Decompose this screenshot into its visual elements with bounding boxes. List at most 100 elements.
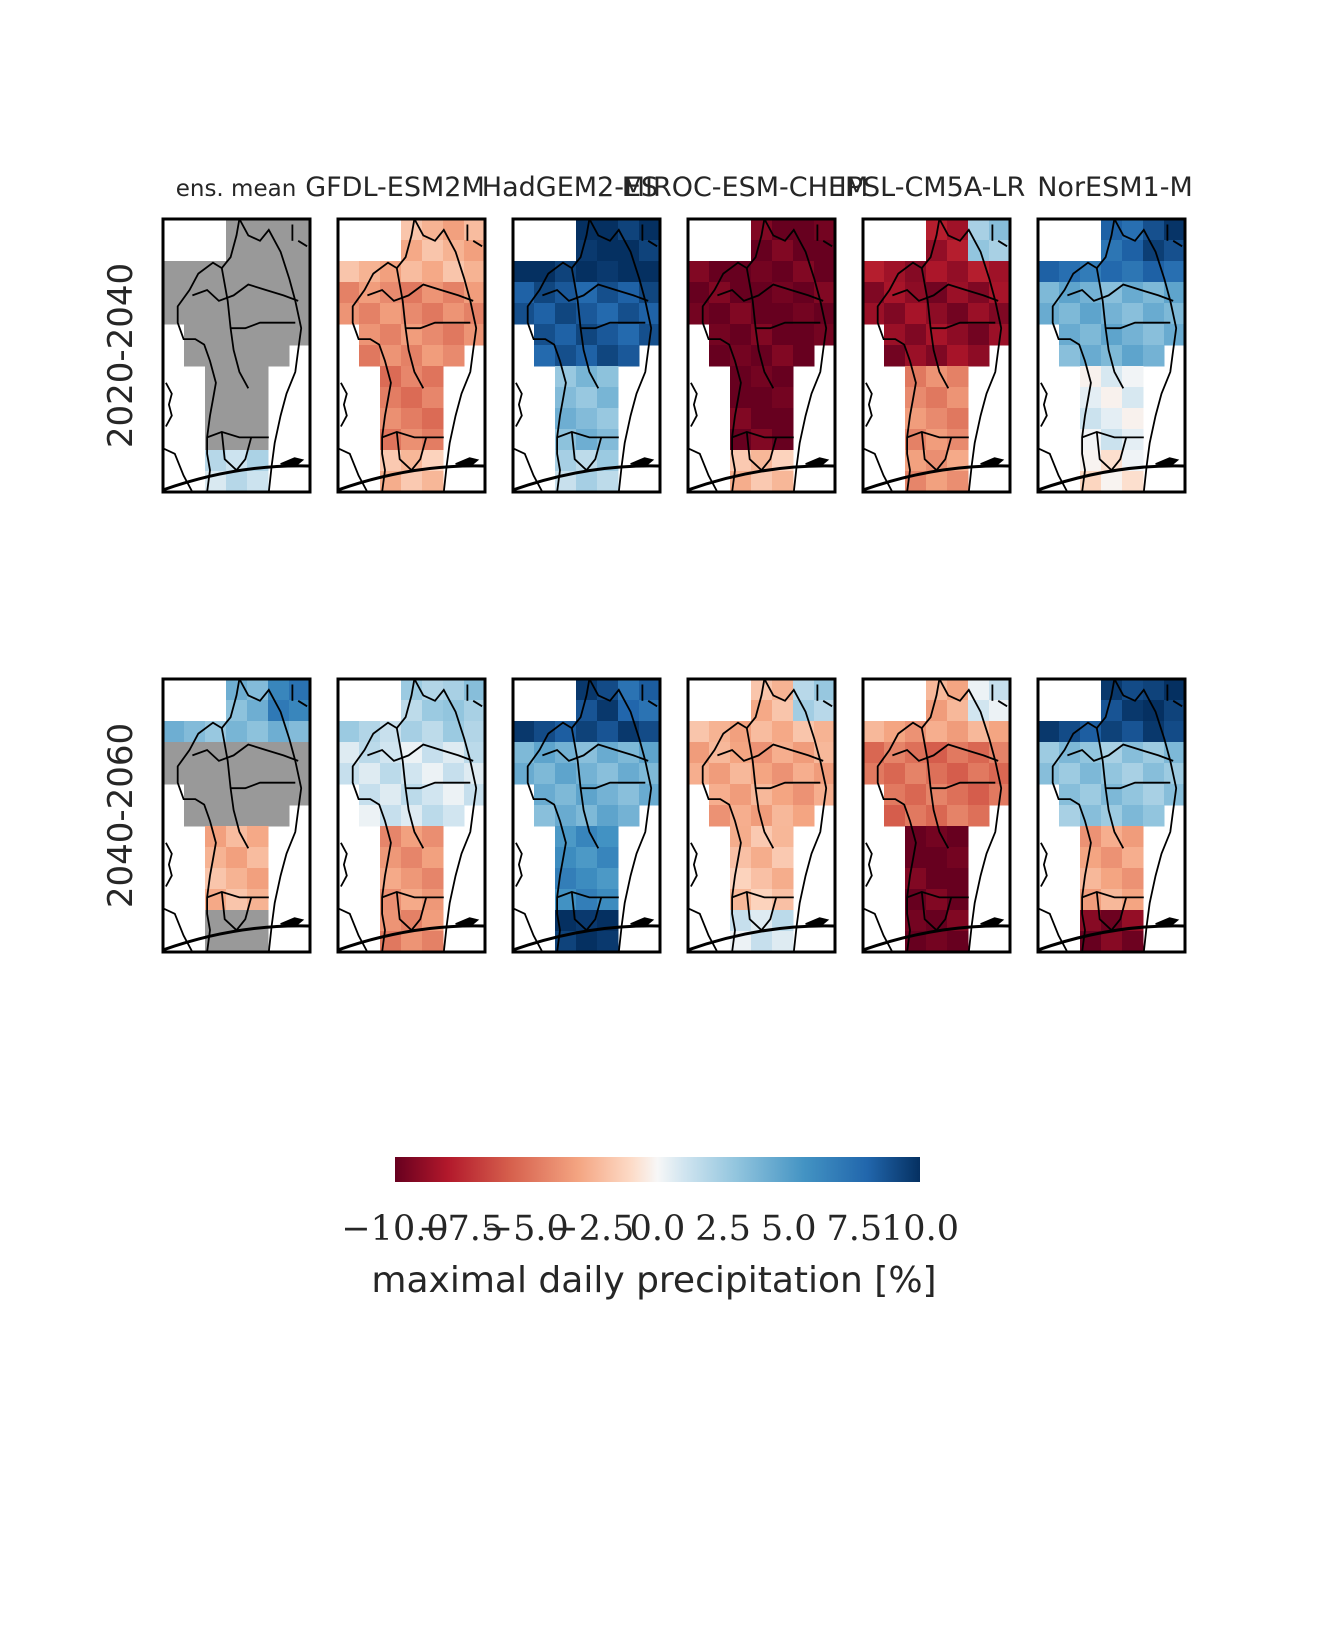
border-far-west <box>690 842 698 887</box>
column-title: HadGEM2-ES <box>482 172 658 203</box>
grid-cell <box>205 387 227 409</box>
lagoon <box>805 457 830 466</box>
grid-cell <box>947 805 969 827</box>
border-inner-2 <box>220 727 250 849</box>
grid-cell <box>730 261 752 283</box>
grid-cell <box>226 847 248 869</box>
grid-cell <box>618 261 640 283</box>
panel-frame <box>861 217 1012 494</box>
grid-cell <box>947 868 969 890</box>
grid-cell <box>289 700 310 722</box>
grid-cell <box>863 742 885 764</box>
grid-cell <box>534 282 556 304</box>
grid-cell <box>1122 261 1144 283</box>
border-inner-3 <box>755 781 821 790</box>
grid-cell <box>1080 742 1102 764</box>
border-southwest <box>863 907 894 952</box>
grid-cell <box>422 763 444 785</box>
border-northeast-2 <box>1172 240 1183 248</box>
grid-cell <box>1101 303 1123 325</box>
grid-cell <box>926 366 948 388</box>
grid-cell <box>989 679 1010 701</box>
grid-cell <box>247 261 269 283</box>
grid-cell <box>989 240 1010 262</box>
border-northeast-2 <box>822 700 833 708</box>
grid-cell <box>793 742 815 764</box>
border-west <box>176 679 241 952</box>
coastline <box>1038 924 1185 952</box>
grid-cell <box>359 784 381 806</box>
grid-cell <box>597 679 619 701</box>
grid-cell <box>226 721 248 743</box>
border-inner-4 <box>1081 890 1144 899</box>
grid-cell <box>1122 387 1144 409</box>
grid-cell <box>751 408 773 430</box>
grid-cell <box>884 282 906 304</box>
panel-frame <box>336 677 487 954</box>
grid-cell <box>989 219 1010 241</box>
grid-cell <box>1143 345 1165 367</box>
grid-cell <box>576 366 598 388</box>
grid-cell <box>772 387 794 409</box>
grid-cell <box>772 763 794 785</box>
grid-cell <box>947 261 969 283</box>
grid-cell <box>884 345 906 367</box>
grid-cell <box>1122 868 1144 890</box>
grid-cell <box>947 826 969 848</box>
grid-cell <box>247 763 269 785</box>
grid-cell <box>709 805 731 827</box>
border-far-west <box>1040 842 1048 887</box>
panel-frame <box>336 217 487 494</box>
map-panel <box>161 677 312 954</box>
grid-cell <box>926 931 948 952</box>
grid-cell <box>555 847 577 869</box>
grid-cell <box>205 324 227 346</box>
grid-cell <box>1164 721 1185 743</box>
grid-cell <box>968 219 990 241</box>
border-inner-3 <box>930 781 996 790</box>
panel-frame <box>161 217 312 494</box>
grid-cell <box>947 324 969 346</box>
grid-cell <box>1080 889 1102 911</box>
border-east <box>238 679 303 952</box>
grid-cell <box>1080 763 1102 785</box>
grid-cell <box>968 784 990 806</box>
grid-cells <box>863 219 1010 492</box>
grid-cell <box>1059 261 1081 283</box>
grid-cell <box>618 805 640 827</box>
border-southwest <box>863 447 894 492</box>
border-far-west <box>165 842 173 887</box>
grid-cell <box>730 366 752 388</box>
grid-cell <box>422 387 444 409</box>
grid-cell <box>751 261 773 283</box>
grid-cell <box>422 282 444 304</box>
grid-cell <box>1143 763 1165 785</box>
border-inner-3 <box>405 321 471 330</box>
grid-cell <box>226 429 248 451</box>
grid-cell <box>751 805 773 827</box>
grid-cell <box>751 471 773 492</box>
lagoon <box>455 917 480 926</box>
grid-cell <box>576 826 598 848</box>
border-inner-2 <box>570 727 600 849</box>
grid-cell <box>751 345 773 367</box>
grid-cell <box>709 261 731 283</box>
grid-cell <box>1059 784 1081 806</box>
map-panel <box>336 217 487 494</box>
grid-cell <box>268 303 290 325</box>
grid-cell <box>947 784 969 806</box>
grid-cell <box>268 324 290 346</box>
grid-cell <box>184 805 206 827</box>
grid-cell <box>1122 805 1144 827</box>
grid-cell <box>226 303 248 325</box>
grid-cell <box>1059 303 1081 325</box>
border-inner-1 <box>367 283 474 302</box>
border-northeast-2 <box>997 240 1008 248</box>
grid-cell <box>1164 679 1185 701</box>
grid-cell <box>1080 366 1102 388</box>
grid-cell <box>905 303 927 325</box>
grid-cell <box>443 721 465 743</box>
grid-cell <box>1122 721 1144 743</box>
grid-cell <box>513 742 535 764</box>
grid-cell <box>268 805 290 827</box>
